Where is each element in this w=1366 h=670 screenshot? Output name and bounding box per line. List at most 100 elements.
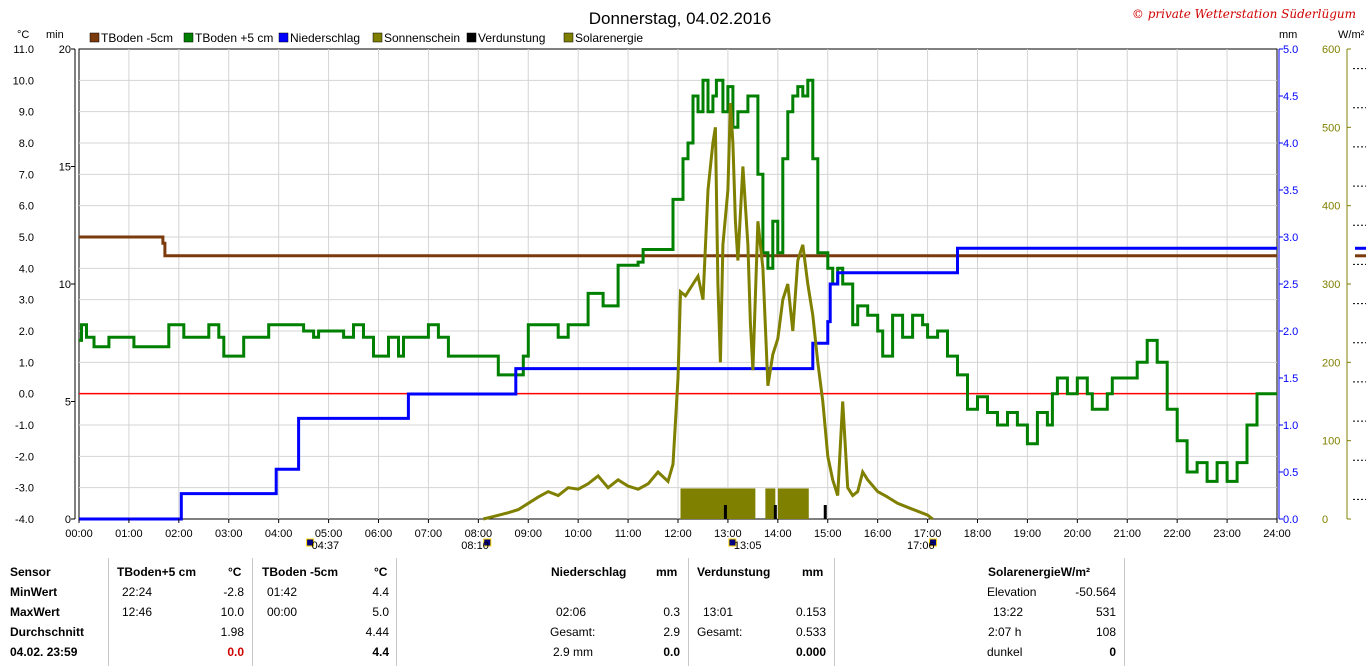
sun-marker-label-2: 13:05 (734, 540, 762, 552)
x-tick-label-9: 09:00 (514, 528, 542, 540)
series-line-3 (482, 103, 934, 521)
sunshine-bar-2 (777, 488, 809, 519)
legend-label-5: Solarenergie (575, 31, 643, 45)
legend-label-3: Sonnenschein (384, 31, 460, 45)
chart-legend: TBoden -5cm TBoden +5 cm Niederschlag Sonne… (89, 31, 643, 45)
x-tick-label-19: 19:00 (1014, 528, 1042, 540)
x-tick-label-7: 07:00 (415, 528, 443, 540)
side-markers (1353, 68, 1366, 500)
y-temp-label-11: 7.0 (19, 169, 34, 181)
legend-swatch-1 (183, 32, 194, 43)
stats-tb5-max-time: 12:46 (122, 605, 153, 619)
series-line-1 (79, 78, 1277, 483)
stats-solar-elev-label: Elevation (987, 585, 1037, 599)
y-temp-label-9: 5.0 (19, 232, 34, 244)
stats-solar-max-val: 531 (1095, 605, 1116, 619)
stats-row-min: MinWert (10, 585, 58, 599)
y-wm2-label-0: 0 (1322, 514, 1328, 526)
stats-rain-r3-val: 0.0 (663, 645, 680, 659)
stats-evap-total-label: Gesamt: (697, 625, 743, 639)
y-mm-label-7: 3.5 (1283, 185, 1298, 197)
series-line-0 (79, 235, 1277, 258)
y-mm-label-2: 1.0 (1283, 420, 1298, 432)
y-mm-label-1: 0.5 (1283, 467, 1298, 479)
stats-evap-r3-val: 0.000 (795, 645, 826, 659)
y-min-label-4: 20 (59, 44, 71, 56)
x-tick-label-24: 24:00 (1263, 528, 1291, 540)
x-tick-label-0: 00:00 (65, 528, 93, 540)
legend-label-2: Niederschlag (290, 31, 360, 45)
x-tick-label-6: 06:00 (365, 528, 393, 540)
y-min-label-2: 10 (59, 279, 71, 291)
sun-marker-icon-0 (306, 538, 315, 547)
sun-marker-icon-1 (483, 538, 492, 547)
stats-tbm5-avg: 4.44 (365, 625, 389, 639)
sunshine-bar-1 (765, 488, 776, 519)
x-tick-label-15: 15:00 (814, 528, 842, 540)
stats-rain-r3-label: 2.9 mm (553, 645, 594, 659)
chart-axes: 00:00 01:00 02:00 03:00 04:00 05:00 06:00 07:00… (13, 44, 1351, 540)
legend-swatch-2 (278, 32, 289, 43)
y-temp-label-14: 10.0 (13, 75, 34, 87)
legend-label-1: TBoden +5 cm (195, 31, 273, 45)
stats-tbm5-max-val: 5.0 (372, 605, 389, 619)
stats-tb5-min-val: -2.8 (223, 585, 244, 599)
stats-panel: Sensor MinWert MaxWert Durchschnitt 04.0… (0, 556, 1366, 670)
sun-marker-label-0: 04:37 (312, 540, 340, 552)
stats-tbm5-header: TBoden -5cm (262, 565, 339, 579)
y-wm2-label-2: 200 (1322, 357, 1340, 369)
stats-tb5-header: TBoden+5 cm (117, 565, 197, 579)
y-temp-label-4: 0.0 (19, 389, 34, 401)
stats-rain-r1-time: 02:06 (556, 605, 587, 619)
copyright-text: © private Wetterstation Süderlügum (1132, 7, 1356, 21)
x-tick-label-22: 22:00 (1163, 528, 1191, 540)
stats-tbm5-max-time: 00:00 (267, 605, 298, 619)
stats-tb5-current: 0.0 (227, 645, 244, 659)
stats-evap-r1-val: 0.153 (795, 605, 826, 619)
stats-tbm5-min-val: 4.4 (372, 585, 389, 599)
unit-right-wm2: W/m² (1338, 29, 1365, 41)
y-mm-label-5: 2.5 (1283, 279, 1298, 291)
stats-tbm5-current: 4.4 (372, 645, 389, 659)
chart-title: Donnerstag, 04.02.2016 (589, 9, 771, 28)
stats-solar-max-time: 13:22 (993, 605, 1024, 619)
legend-swatch-3 (372, 32, 383, 43)
legend-swatch-0 (89, 32, 100, 43)
stats-solar-state-label: dunkel (987, 645, 1023, 659)
y-min-label-3: 15 (59, 162, 71, 174)
x-tick-label-11: 11:00 (615, 528, 642, 540)
x-tick-label-8: 08:00 (465, 528, 493, 540)
y-temp-label-1: -3.0 (15, 483, 34, 495)
y-mm-label-8: 4.0 (1283, 138, 1298, 150)
y-wm2-label-6: 600 (1322, 44, 1340, 56)
y-temp-label-0: -4.0 (15, 514, 34, 526)
sun-marker-label-1: 08:10 (461, 540, 489, 552)
y-wm2-label-3: 300 (1322, 279, 1340, 291)
y-mm-label-6: 3.0 (1283, 232, 1298, 244)
stats-row-avg: Durchschnitt (10, 625, 85, 639)
unit-left-temp: °C (17, 29, 29, 41)
x-tick-label-4: 04:00 (265, 528, 293, 540)
x-tick-label-3: 03:00 (215, 528, 243, 540)
x-tick-label-20: 20:00 (1064, 528, 1092, 540)
x-tick-label-16: 16:00 (864, 528, 892, 540)
x-tick-label-1: 01:00 (115, 528, 143, 540)
series-line-2 (79, 246, 1277, 521)
stats-solar-dur-val: 108 (1095, 625, 1116, 639)
stats-row-current: 04.02. 23:59 (10, 645, 78, 659)
y-temp-label-12: 8.0 (19, 138, 34, 150)
sunshine-bar-0 (680, 488, 756, 519)
y-temp-label-13: 9.0 (19, 107, 34, 119)
y-temp-label-5: 1.0 (19, 357, 34, 369)
legend-label-4: Verdunstung (478, 31, 545, 45)
y-wm2-label-1: 100 (1322, 436, 1340, 448)
y-wm2-label-4: 400 (1322, 201, 1340, 213)
sun-marker-icon-3 (929, 538, 938, 547)
stats-tb5-max-val: 10.0 (220, 605, 244, 619)
y-mm-label-0: 0.0 (1283, 514, 1298, 526)
chart-grid (78, 48, 1278, 520)
unit-left-min: min (46, 29, 64, 41)
sun-marker-label-3: 17:06 (907, 540, 935, 552)
stats-sensor-header: Sensor (10, 565, 51, 579)
x-tick-label-5: 05:00 (315, 528, 343, 540)
